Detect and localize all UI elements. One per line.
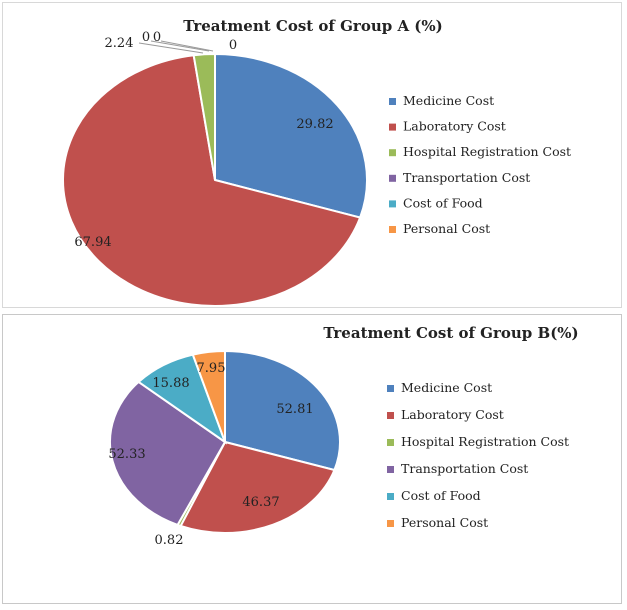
data-label-cost-of-food: 0 — [153, 30, 161, 45]
legend-swatch-medicine-cost — [389, 98, 396, 105]
legend-label-laboratory-cost: Laboratory Cost — [403, 119, 506, 134]
legend-label-cost-of-food: Cost of Food — [403, 195, 483, 210]
pie-slice-medicine-cost — [214, 52, 368, 219]
data-label-cost-of-food: 15.88 — [152, 376, 189, 391]
data-label-laboratory-cost: 67.94 — [74, 235, 111, 250]
legend-swatch-cost-of-food — [387, 493, 394, 500]
leader-line — [138, 42, 204, 54]
legend-swatch-hospital-registration-cost — [387, 439, 394, 446]
legend-label-medicine-cost: Medicine Cost — [401, 380, 492, 395]
legend-swatch-laboratory-cost — [389, 123, 396, 131]
legend-swatch-cost-of-food — [389, 200, 396, 208]
legend-label-cost-of-food: Cost of Food — [401, 488, 481, 503]
chart-a-panel: Treatment Cost of Group A (%) 29.82 67.94… — [2, 2, 622, 308]
legend-swatch-laboratory-cost — [387, 412, 394, 419]
chart-a-title: Treatment Cost of Group A (%) — [183, 17, 443, 35]
data-label-transportation-cost: 0 — [142, 30, 150, 45]
chart-a-slices — [62, 52, 368, 308]
pie-slice-hospital-registration-cost — [192, 52, 216, 181]
legend-label-transportation-cost: Transportation Cost — [401, 461, 528, 476]
legend-swatch-personal-cost — [389, 226, 396, 233]
chart-b-panel: Treatment Cost of Group B(%) 52.81 46.37 0… — [2, 314, 622, 604]
legend-label-medicine-cost: Medicine Cost — [403, 93, 494, 108]
data-label-medicine-cost: 52.81 — [276, 402, 313, 417]
legend-swatch-hospital-registration-cost — [389, 149, 396, 157]
chart-b-slices — [109, 349, 341, 534]
data-label-laboratory-cost: 46.37 — [242, 495, 279, 510]
chart-a-svg: Treatment Cost of Group A (%) 29.82 67.94… — [62, 17, 571, 308]
pie-slice-transportation-cost — [109, 380, 227, 527]
legend-label-laboratory-cost: Laboratory Cost — [401, 407, 504, 422]
data-label-hospital-registration-cost: 0.82 — [155, 533, 184, 548]
leader-line — [150, 40, 210, 52]
chart-b-data-labels: 52.81 46.37 0.82 52.33 15.88 7.95 — [108, 361, 313, 548]
chart-b-svg: Treatment Cost of Group B(%) 52.81 46.37 0… — [108, 324, 578, 548]
legend-swatch-transportation-cost — [387, 466, 394, 473]
data-label-personal-cost: 0 — [229, 38, 237, 53]
legend-swatch-personal-cost — [387, 520, 394, 527]
pie-slice-laboratory-cost — [62, 54, 362, 308]
legend-label-transportation-cost: Transportation Cost — [403, 170, 530, 185]
data-label-medicine-cost: 29.82 — [296, 117, 333, 132]
leader-line — [160, 40, 214, 52]
legend-swatch-transportation-cost — [389, 174, 396, 182]
legend-label-hospital-registration-cost: Hospital Registration Cost — [401, 434, 569, 449]
chart-b-legend: Medicine Cost Laboratory Cost Hospital Reg… — [387, 380, 569, 530]
pie-slice-laboratory-cost — [179, 440, 336, 534]
data-label-transportation-cost: 52.33 — [108, 447, 145, 462]
legend-label-personal-cost: Personal Cost — [401, 515, 488, 530]
pie-slice-personal-cost — [191, 349, 226, 443]
legend-swatch-medicine-cost — [387, 385, 394, 392]
legend-label-hospital-registration-cost: Hospital Registration Cost — [403, 144, 571, 159]
data-label-hospital-registration-cost: 2.24 — [105, 36, 134, 51]
legend-label-personal-cost: Personal Cost — [403, 221, 490, 236]
pie-slice-medicine-cost — [224, 349, 341, 472]
data-label-personal-cost: 7.95 — [197, 361, 226, 376]
chart-b-title: Treatment Cost of Group B(%) — [323, 324, 578, 342]
chart-a-legend: Medicine Cost Laboratory Cost Hospital Reg… — [389, 93, 571, 236]
